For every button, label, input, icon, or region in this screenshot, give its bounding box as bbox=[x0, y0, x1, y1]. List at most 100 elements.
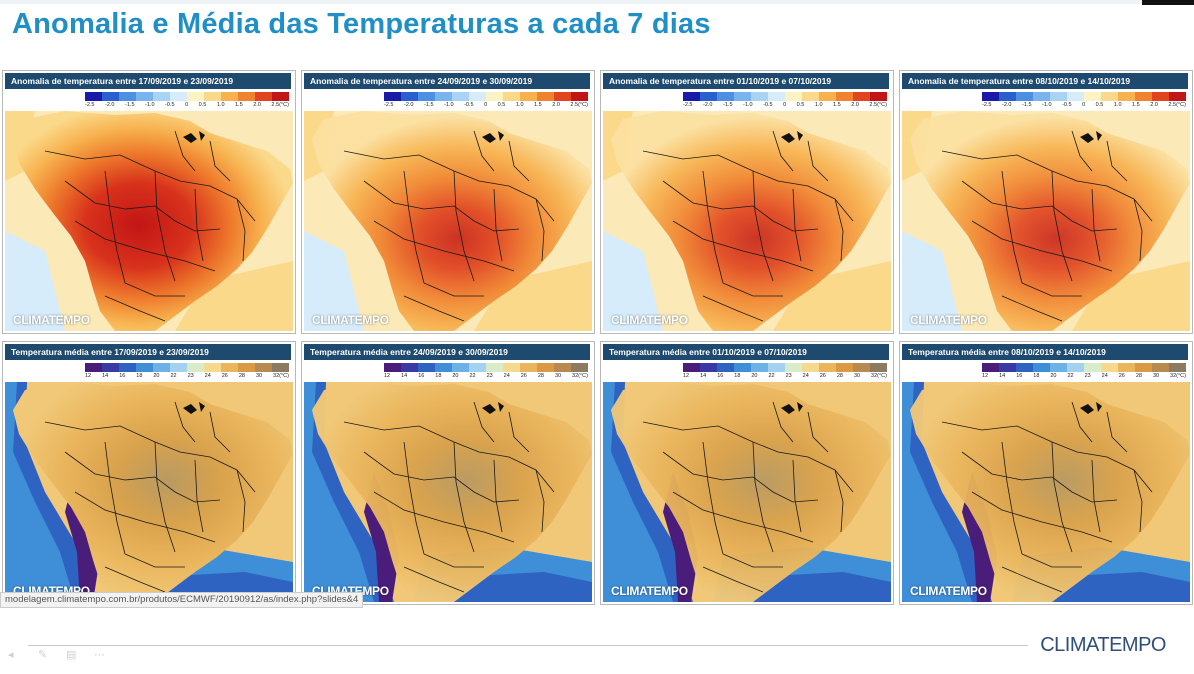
color-scale-tick-label: 24 bbox=[1101, 373, 1108, 379]
border-line bbox=[343, 150, 555, 222]
color-scale-swatch bbox=[187, 92, 204, 101]
border-line bbox=[834, 198, 844, 262]
color-scale-swatch bbox=[452, 92, 469, 101]
color-scale-swatch bbox=[153, 92, 170, 101]
color-scale-ticks: 12 14 16 18 20 22 23 24 26 28 30 32(°C) bbox=[982, 373, 1186, 379]
color-scale-tick-label: 2.5(°C) bbox=[1168, 102, 1186, 108]
color-scale-legend: -2.5 -2.0 -1.5 -1.0 -0.5 0 0.5 1.0 1.5 2.0 2.5(°C) bbox=[683, 92, 887, 110]
border-line bbox=[535, 469, 545, 533]
color-scale-tick-label: 0 bbox=[1082, 102, 1086, 108]
color-scale-swatch bbox=[571, 92, 588, 101]
color-scale-tick-label: 12 bbox=[384, 373, 391, 379]
color-scale-tick-label: -2.0 bbox=[105, 102, 115, 108]
color-scale-swatch bbox=[717, 363, 734, 372]
more-options-icon[interactable]: ⋯ bbox=[94, 649, 105, 661]
color-scale-swatch bbox=[982, 92, 999, 101]
color-scale-tick-label: 26 bbox=[1118, 373, 1125, 379]
map-area bbox=[304, 111, 592, 331]
continent-shape bbox=[312, 111, 592, 331]
color-scale-tick-label: 24 bbox=[802, 373, 809, 379]
slide-prev-icon[interactable]: ◂ bbox=[8, 649, 14, 661]
color-scale-swatch bbox=[1067, 92, 1084, 101]
continent-shape bbox=[910, 111, 1190, 331]
border-line bbox=[1001, 170, 1023, 284]
border-line bbox=[1133, 198, 1143, 262]
color-scale-bar bbox=[85, 363, 289, 372]
border-line bbox=[702, 566, 764, 593]
map-panel-header: Anomalia de temperatura entre 24/09/2019… bbox=[304, 73, 590, 89]
color-scale-swatch bbox=[1118, 363, 1135, 372]
color-scale-tick-label: 30 bbox=[1152, 373, 1160, 379]
color-scale-swatch bbox=[1101, 363, 1118, 372]
color-scale-tick-label: 22 bbox=[170, 373, 177, 379]
border-line bbox=[209, 140, 231, 182]
color-scale-swatch bbox=[204, 363, 221, 372]
color-scale-swatch bbox=[1169, 92, 1186, 101]
border-line bbox=[1091, 459, 1101, 533]
weather-map bbox=[5, 111, 293, 331]
color-scale-swatch bbox=[1067, 363, 1084, 372]
color-scale-tick-label: -0.5 bbox=[763, 102, 773, 108]
border-line bbox=[236, 198, 246, 262]
color-scale-tick-label: 20 bbox=[1050, 373, 1057, 379]
status-url-text[interactable]: modelagem.climatempo.com.br/produtos/ECM… bbox=[0, 592, 364, 608]
border-line bbox=[1021, 282, 1082, 297]
color-scale-swatch bbox=[1084, 363, 1101, 372]
color-scale-bar bbox=[384, 363, 588, 372]
color-scale-ticks: -2.5 -2.0 -1.5 -1.0 -0.5 0 0.5 1.0 1.5 2.0 2.5(°C) bbox=[85, 102, 289, 108]
color-scale-ticks: -2.5 -2.0 -1.5 -1.0 -0.5 0 0.5 1.0 1.5 2.0 2.5(°C) bbox=[683, 102, 887, 108]
color-scale-tick-label: 1.0 bbox=[515, 102, 524, 108]
color-scale-swatch bbox=[435, 363, 452, 372]
map-area bbox=[603, 382, 891, 602]
border-line bbox=[792, 459, 802, 533]
cool-anomaly-area bbox=[5, 231, 65, 331]
border-line bbox=[508, 411, 530, 453]
color-scale-tick-label: 1.0 bbox=[814, 102, 823, 108]
ocean-cool-area bbox=[304, 382, 374, 602]
border-line bbox=[971, 491, 1113, 543]
color-scale-swatch bbox=[469, 363, 486, 372]
map-panel-header: Temperatura média entre 01/10/2019 e 07/… bbox=[603, 344, 889, 360]
color-scale-swatch bbox=[520, 363, 537, 372]
color-scale-tick-label: 2.5(°C) bbox=[271, 102, 289, 108]
map-panel: Anomalia de temperatura entre 01/10/2019… bbox=[600, 70, 894, 334]
color-scale-swatch bbox=[1101, 92, 1118, 101]
slides-grid-icon[interactable]: ▤ bbox=[66, 649, 77, 661]
amazon-delta bbox=[183, 402, 205, 414]
amazon-delta bbox=[482, 131, 504, 143]
color-scale-swatch bbox=[1135, 92, 1152, 101]
color-scale-tick-label: 12 bbox=[85, 373, 92, 379]
amazon-delta bbox=[781, 402, 803, 414]
border-line bbox=[722, 553, 783, 568]
color-scale-tick-label: -2.5 bbox=[85, 102, 95, 108]
color-scale-tick-label: 22 bbox=[768, 373, 775, 379]
border-line bbox=[44, 150, 256, 222]
color-scale-swatch bbox=[1084, 92, 1101, 101]
border-line bbox=[971, 220, 1113, 272]
color-scale-swatch bbox=[768, 92, 785, 101]
color-scale-tick-label: -2.5 bbox=[683, 102, 693, 108]
color-scale-swatch bbox=[119, 92, 136, 101]
climatempo-watermark: CLIMATEMPO bbox=[611, 584, 688, 598]
color-scale-swatch bbox=[734, 363, 751, 372]
border-line bbox=[363, 451, 520, 503]
color-scale-tick-label: 28 bbox=[1135, 373, 1142, 379]
pen-icon[interactable]: ✎ bbox=[38, 649, 48, 661]
border-line bbox=[423, 553, 484, 568]
color-scale-swatch bbox=[119, 363, 136, 372]
map-panel: Temperatura média entre 17/09/2019 e 23/… bbox=[2, 341, 296, 605]
border-line bbox=[493, 459, 503, 533]
color-scale-tick-label: 14 bbox=[102, 373, 109, 379]
border-line bbox=[1091, 188, 1101, 262]
color-scale-swatch bbox=[452, 363, 469, 372]
border-line bbox=[403, 441, 425, 555]
color-scale-tick-label: 0 bbox=[783, 102, 787, 108]
border-line bbox=[236, 469, 246, 533]
color-scale-swatch bbox=[136, 363, 153, 372]
continent-shape bbox=[13, 111, 293, 331]
color-scale-swatch bbox=[272, 92, 289, 101]
border-line bbox=[1001, 566, 1063, 593]
color-scale-tick-label: 18 bbox=[1033, 373, 1040, 379]
map-panel: Temperatura média entre 01/10/2019 e 07/… bbox=[600, 341, 894, 605]
color-scale-swatch bbox=[1033, 363, 1050, 372]
